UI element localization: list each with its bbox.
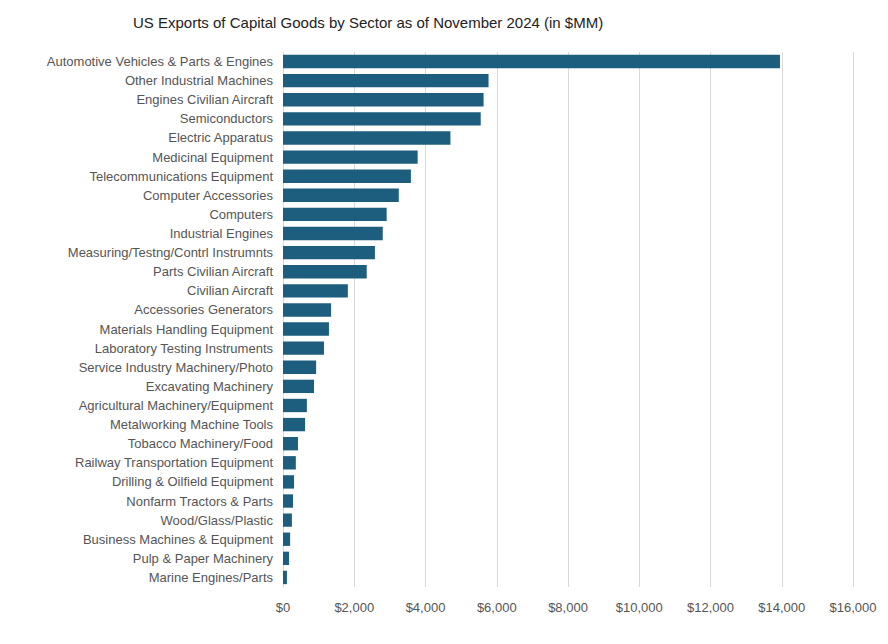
svg-text:Industrial Engines: Industrial Engines <box>170 226 274 241</box>
svg-text:$10,000: $10,000 <box>616 600 663 615</box>
svg-text:$2,000: $2,000 <box>334 600 374 615</box>
svg-text:Excavating Machinery: Excavating Machinery <box>146 379 274 394</box>
svg-text:Nonfarm Tractors & Parts: Nonfarm Tractors & Parts <box>126 494 273 509</box>
svg-text:Agricultural Machinery/Equipme: Agricultural Machinery/Equipment <box>79 398 274 413</box>
svg-text:Metalworking Machine Tools: Metalworking Machine Tools <box>110 417 274 432</box>
svg-text:$0: $0 <box>276 600 290 615</box>
svg-text:$12,000: $12,000 <box>687 600 734 615</box>
svg-text:Pulp & Paper Machinery: Pulp & Paper Machinery <box>133 551 274 566</box>
svg-text:$8,000: $8,000 <box>548 600 588 615</box>
svg-text:US Exports of Capital Goods by: US Exports of Capital Goods by Sector as… <box>133 14 603 31</box>
svg-text:Parts Civilian Aircraft: Parts Civilian Aircraft <box>153 264 273 279</box>
svg-text:Business Machines & Equipment: Business Machines & Equipment <box>83 532 273 547</box>
svg-text:Laboratory Testing Instruments: Laboratory Testing Instruments <box>95 341 274 356</box>
svg-text:Computer Accessories: Computer Accessories <box>143 188 274 203</box>
svg-text:Marine Engines/Parts: Marine Engines/Parts <box>149 570 274 585</box>
svg-text:Automotive Vehicles & Parts &: Automotive Vehicles & Parts & Engines <box>47 54 274 69</box>
svg-text:Electric Apparatus: Electric Apparatus <box>168 130 273 145</box>
svg-text:Telecommunications Equipment: Telecommunications Equipment <box>89 169 273 184</box>
svg-text:Engines Civilian Aircraft: Engines Civilian Aircraft <box>136 92 273 107</box>
svg-text:Civilian Aircraft: Civilian Aircraft <box>187 283 273 298</box>
svg-text:Tobacco Machinery/Food: Tobacco Machinery/Food <box>128 436 273 451</box>
svg-text:Accessories Generators: Accessories Generators <box>134 302 273 317</box>
svg-text:Wood/Glass/Plastic: Wood/Glass/Plastic <box>161 513 274 528</box>
svg-text:Drilling & Oilfield Equipment: Drilling & Oilfield Equipment <box>112 474 274 489</box>
svg-text:Computers: Computers <box>209 207 273 222</box>
svg-text:Semiconductors: Semiconductors <box>180 111 274 126</box>
svg-text:Service Industry Machinery/Pho: Service Industry Machinery/Photo <box>79 360 273 375</box>
svg-text:$16,000: $16,000 <box>830 600 877 615</box>
svg-text:$6,000: $6,000 <box>477 600 517 615</box>
svg-text:Measuring/Testng/Contrl Instru: Measuring/Testng/Contrl Instrumnts <box>68 245 274 260</box>
svg-text:Other Industrial Machines: Other Industrial Machines <box>125 73 274 88</box>
svg-text:Railway Transportation Equipme: Railway Transportation Equipment <box>75 455 273 470</box>
svg-text:$14,000: $14,000 <box>758 600 805 615</box>
svg-text:Materials Handling Equipment: Materials Handling Equipment <box>100 322 274 337</box>
svg-text:Medicinal Equipment: Medicinal Equipment <box>152 150 273 165</box>
svg-text:$4,000: $4,000 <box>406 600 446 615</box>
